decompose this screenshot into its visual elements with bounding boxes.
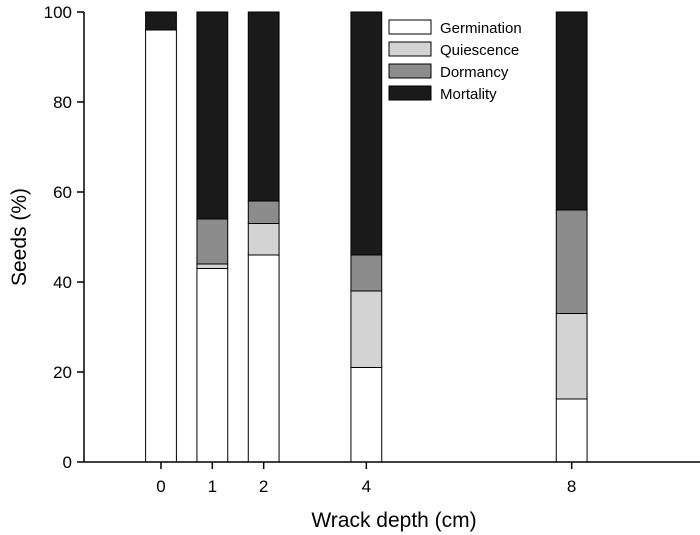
bar-dormancy-8: [555, 209, 588, 314]
y-tick-label: 40: [53, 273, 72, 292]
x-tick-label: 4: [362, 477, 371, 496]
bar-germination-0: [145, 29, 177, 463]
bar-dormancy-2: [247, 200, 280, 224]
legend-label-quiescence: Quiescence: [440, 42, 519, 59]
y-tick-label: 80: [53, 93, 72, 112]
bar-mortality-1: [196, 11, 229, 220]
bar-quiescence-4: [350, 290, 383, 368]
ticks-layer: 0 20 40 60 80 100 0 1 2 4 8: [44, 3, 577, 496]
y-tick-label: 100: [44, 3, 72, 22]
bar-mortality-2: [247, 11, 280, 202]
legend-label-mortality: Mortality: [440, 86, 497, 103]
y-tick-label: 60: [53, 183, 72, 202]
legend-swatch-mortality: [388, 85, 432, 101]
x-tick-label: 8: [567, 477, 576, 496]
y-axis-title: Seeds (%): [8, 188, 31, 286]
legend-label-dormancy: Dormancy: [440, 64, 509, 81]
y-tick-label: 0: [63, 453, 72, 472]
legend-swatch-germination: [388, 19, 432, 35]
bar-mortality-8: [555, 11, 588, 211]
x-axis-title: Wrack depth (cm): [311, 509, 476, 532]
legend-swatch-dormancy: [388, 63, 432, 79]
bar-quiescence-2: [247, 223, 280, 256]
y-tick-label: 20: [53, 363, 72, 382]
bar-quiescence-1: [196, 263, 229, 269]
x-tick-label: 0: [156, 477, 165, 496]
legend-swatch-quiescence: [388, 41, 432, 57]
bar-germination-8: [555, 398, 588, 463]
x-tick-label: 2: [259, 477, 268, 496]
axes-layer: [83, 12, 700, 463]
legend: Germination Quiescence Dormancy Mortalit…: [388, 19, 522, 103]
bar-germination-4: [350, 367, 383, 463]
bar-germination-1: [196, 268, 229, 463]
x-tick-label: 1: [208, 477, 217, 496]
bar-dormancy-4: [350, 254, 383, 292]
bar-mortality-4: [350, 11, 383, 256]
bar-dormancy-1: [196, 218, 229, 265]
legend-label-germination: Germination: [440, 20, 522, 37]
bar-mortality-0: [145, 11, 177, 31]
bar-germination-2: [247, 254, 280, 463]
bar-quiescence-8: [555, 313, 588, 400]
bars-layer: [145, 11, 588, 463]
